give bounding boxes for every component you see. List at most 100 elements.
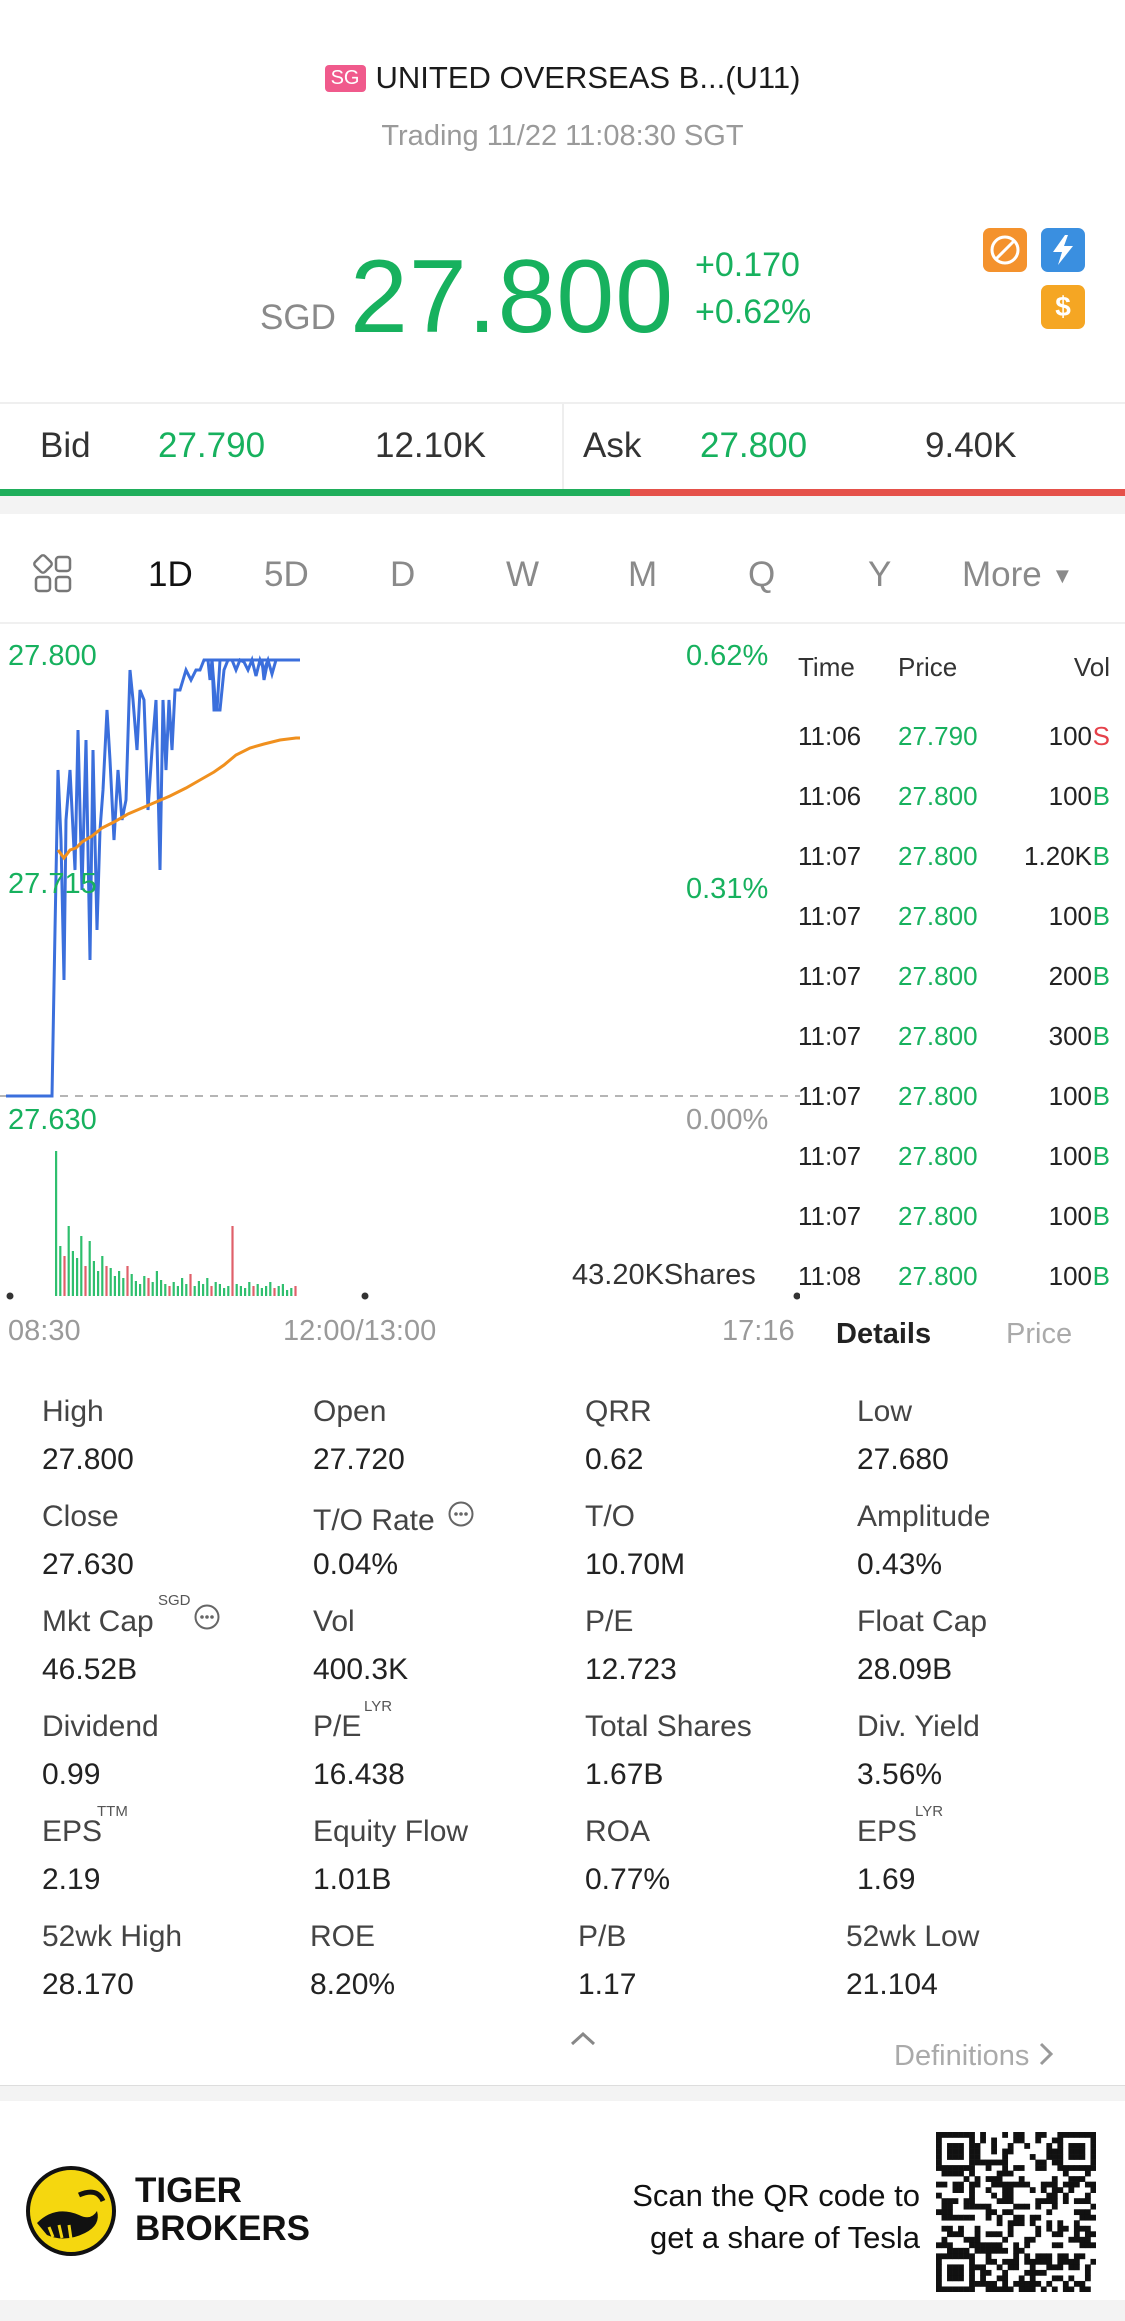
qr-module	[1068, 2236, 1075, 2243]
tab-q[interactable]: Q	[748, 555, 776, 594]
qr-module	[958, 2165, 964, 2171]
qr-module	[1013, 2220, 1020, 2227]
x-axis-start: 08:30	[8, 1315, 81, 1347]
qr-module	[1040, 2269, 1047, 2276]
tab-price[interactable]: Price	[1006, 1318, 1073, 1350]
no-short-icon[interactable]	[983, 228, 1027, 272]
stat-to-label: T/O	[585, 1500, 635, 1533]
qr-module	[1046, 2154, 1053, 2160]
info-icon[interactable]	[193, 1603, 221, 1636]
stock-title[interactable]: SG UNITED OVERSEAS B...(U11)	[0, 60, 1125, 96]
qr-module	[1062, 2165, 1069, 2171]
volume-bar	[227, 1286, 230, 1296]
qr-module	[947, 2198, 953, 2205]
qr-module	[1057, 2148, 1064, 2155]
volume-bar	[55, 1151, 58, 1296]
qr-module	[1084, 2286, 1091, 2292]
qr-module	[1079, 2236, 1086, 2243]
qr-module	[1002, 2132, 1009, 2138]
volume-bar	[281, 1284, 284, 1296]
qr-module	[952, 2154, 959, 2160]
qr-module	[963, 2286, 970, 2292]
qr-module	[1018, 2176, 1025, 2182]
tab-details[interactable]: Details	[836, 1318, 932, 1350]
tick-price: 27.800	[898, 1141, 978, 1171]
volume-bar	[105, 1266, 108, 1296]
qr-module	[936, 2165, 942, 2171]
qr-module	[1024, 2143, 1031, 2149]
qr-module	[985, 2187, 992, 2193]
qr-module	[1062, 2192, 1069, 2199]
qr-module	[985, 2165, 992, 2171]
dollar-icon[interactable]: $	[1041, 285, 1085, 329]
tick-row: 11:08 27.800 100 B	[798, 1261, 1110, 1301]
volume-bar	[265, 1286, 268, 1296]
divider	[562, 404, 564, 489]
qr-module	[941, 2214, 948, 2221]
qr-module	[1090, 2258, 1096, 2265]
intraday-chart[interactable]	[0, 630, 800, 1330]
qr-module	[1073, 2148, 1080, 2155]
volume-bar	[239, 1286, 242, 1296]
volume-bar	[134, 1281, 137, 1296]
qr-module	[1084, 2181, 1091, 2188]
qr-module	[936, 2242, 942, 2249]
tick-price: 27.790	[898, 721, 978, 751]
qr-module	[1062, 2198, 1069, 2205]
qr-module	[963, 2214, 970, 2221]
price-line	[210, 655, 278, 712]
qr-module	[1018, 2220, 1025, 2227]
x-axis-mid: 12:00/13:00	[283, 1315, 437, 1347]
qr-module	[1062, 2253, 1069, 2260]
definitions-link[interactable]: Definitions	[894, 2040, 1055, 2075]
qr-module	[1051, 2192, 1058, 2199]
collapse-chevron-icon[interactable]	[568, 2028, 598, 2053]
qr-module	[1051, 2264, 1058, 2271]
tab-w[interactable]: W	[506, 555, 540, 594]
qr-module	[969, 2148, 975, 2155]
tab-d[interactable]: D	[390, 555, 416, 594]
qr-module	[1051, 2181, 1058, 2188]
lightning-icon[interactable]	[1041, 228, 1085, 272]
tick-time: 11:06	[798, 781, 862, 811]
qr-module	[1062, 2170, 1069, 2177]
qr-module	[936, 2132, 942, 2138]
stat-52wk-low-label: 52wk Low	[846, 1920, 980, 1953]
tick-vol: 100	[1048, 1081, 1092, 1111]
qr-module	[991, 2231, 997, 2238]
tab-more[interactable]: More ▼	[962, 555, 1073, 595]
tab-5d[interactable]: 5D	[264, 555, 309, 594]
qr-module	[947, 2209, 953, 2216]
qr-module	[980, 2137, 986, 2144]
qr-module	[1057, 2275, 1064, 2282]
qr-module	[1007, 2143, 1014, 2149]
price-change-percent: +0.62%	[695, 293, 812, 331]
tab-1d[interactable]: 1D	[148, 555, 193, 594]
tab-y[interactable]: Y	[868, 555, 892, 594]
tab-m[interactable]: M	[628, 555, 658, 594]
volume-bar	[147, 1278, 150, 1296]
chart-layout-icon[interactable]	[32, 553, 74, 604]
qr-module	[1079, 2143, 1086, 2149]
qr-module	[969, 2242, 975, 2249]
qr-module	[947, 2253, 953, 2260]
tick-vol: 100	[1048, 1261, 1092, 1291]
qr-module	[1013, 2253, 1020, 2260]
qr-module	[1084, 2242, 1091, 2249]
qr-module	[952, 2187, 959, 2193]
qr-module	[1073, 2231, 1080, 2238]
info-icon[interactable]	[447, 1500, 475, 1536]
qr-module	[1002, 2165, 1009, 2171]
qr-module	[991, 2209, 997, 2216]
stock-name: UNITED OVERSEAS B...(U11)	[375, 60, 801, 95]
volume-bar	[92, 1261, 95, 1296]
stat-eps-ttm: 2.19	[42, 1863, 101, 1896]
qr-module	[958, 2225, 964, 2232]
volume-bar	[286, 1290, 289, 1296]
qr-module	[1002, 2198, 1009, 2205]
qr-module	[936, 2269, 942, 2276]
qr-module	[1024, 2280, 1031, 2287]
volume-bar	[206, 1278, 209, 1296]
qr-module	[936, 2275, 942, 2282]
y-axis-top: 27.800	[8, 640, 97, 672]
